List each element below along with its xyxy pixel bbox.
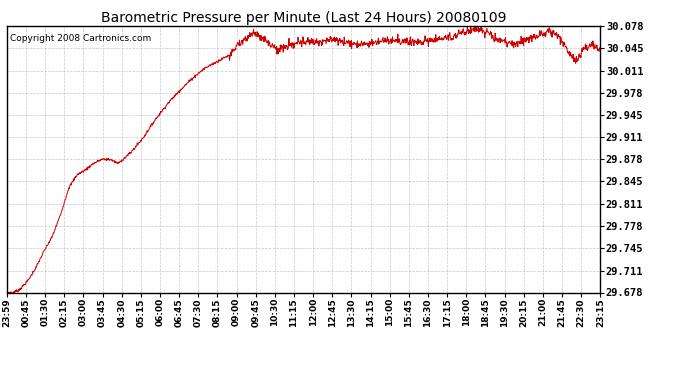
Text: Copyright 2008 Cartronics.com: Copyright 2008 Cartronics.com [10,34,151,43]
Title: Barometric Pressure per Minute (Last 24 Hours) 20080109: Barometric Pressure per Minute (Last 24 … [101,11,506,25]
